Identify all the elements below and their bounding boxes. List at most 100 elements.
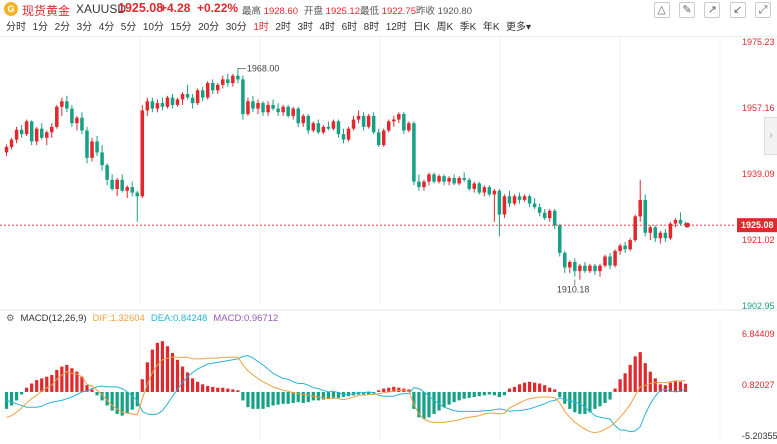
last-price-tag-text: 1925.08 [741,220,774,230]
macd-bar-95 [482,391,486,396]
tab-8[interactable]: 20分 [198,22,220,33]
tab-21[interactable]: 更多▾ [506,22,532,33]
macd-bar-23 [120,391,124,416]
macd-bar-100 [507,388,512,392]
tab-18[interactable]: 周K [436,22,454,33]
tab-16[interactable]: 12时 [385,22,407,33]
candle-body-85 [432,174,436,182]
chevron-right-icon[interactable]: › [764,117,777,155]
macd-bar-3 [19,391,24,395]
tab-20[interactable]: 年K [482,22,500,33]
macd-bar-26 [135,391,139,407]
macd-value-label: MACD:0.96712 [213,313,279,324]
macd-bar-21 [110,391,114,411]
tab-15[interactable]: 8时 [363,22,380,33]
tab-14[interactable]: 6时 [341,22,358,33]
candle-body-98 [497,190,502,215]
tab-4[interactable]: 4分 [98,22,115,33]
tab-1[interactable]: 1分 [32,22,49,33]
macd-bar-8 [45,376,49,392]
macd-bar-101 [512,386,517,392]
macd-bar-82 [417,391,421,418]
candle-body-51 [261,103,265,113]
trend-line-icon[interactable]: ↗ [704,2,721,18]
macd-bar-85 [432,391,436,414]
collapse-icon[interactable]: ↙ [729,2,746,18]
macd-bar-71 [361,391,366,395]
macd-bar-69 [351,391,356,396]
macd-bar-34 [175,359,180,392]
candle-body-39 [200,90,205,98]
macd-bar-80 [407,389,411,392]
candle-body-87 [442,176,446,182]
stat-open-value: 1925.12 [325,6,360,17]
macd-bar-110 [558,391,562,398]
macd-bar-97 [492,391,496,396]
tab-19[interactable]: 季K [459,22,477,33]
candle-body-0 [4,146,9,153]
macd-bar-55 [281,391,285,404]
pencil-icon[interactable]: ✎ [678,2,695,18]
candle-body-94 [477,183,482,193]
candle-body-52 [266,104,270,113]
candle-body-37 [190,97,195,104]
candle-body-113 [573,261,577,272]
macd-bar-29 [150,349,154,392]
macd-bar-15 [80,376,84,392]
macd-bar-65 [331,391,336,399]
candle-body-112 [568,261,572,268]
macd-bar-118 [598,391,602,407]
candle-body-1 [9,139,14,147]
last-price-dot [684,222,690,228]
tab-12[interactable]: 3时 [297,22,313,33]
candle-body-129 [653,227,658,239]
macd-bar-9 [50,375,54,392]
macd-bar-25 [130,391,134,410]
candle-body-134 [678,219,683,224]
tab-3[interactable]: 3分 [76,22,93,33]
tab-5[interactable]: 5分 [120,22,137,33]
tab-7[interactable]: 15分 [170,22,192,33]
tab-17[interactable]: 日K [413,22,430,33]
last-price-tag [737,218,777,233]
macd-bar-10 [55,369,59,392]
tab-10[interactable]: 1时 [253,22,269,33]
candle-body-127 [643,199,648,233]
tab-2[interactable]: 2分 [54,22,71,33]
macd-bar-1 [9,391,14,406]
candle-body-131 [663,232,668,239]
tab-0[interactable]: 分时 [6,22,26,33]
macd-bar-24 [125,391,129,414]
macd-bar-83 [422,391,426,420]
candle-body-116 [588,265,592,272]
candle-body-11 [60,101,64,107]
macd-bar-127 [643,363,647,392]
tab-9[interactable]: 30分 [225,22,247,33]
macd-bar-22 [115,391,119,414]
candle-body-66 [336,121,341,135]
macd-bar-131 [663,385,667,392]
candle-body-132 [668,223,673,239]
tab-11[interactable]: 2时 [275,22,291,33]
price-axis-tick-3: 1921.02 [742,235,775,245]
macd-bar-68 [346,391,351,397]
macd-settings-icon[interactable]: ⚙︎ [6,313,15,324]
macd-dif-label: DIF:1.32604 [92,313,145,324]
macd-bar-109 [553,389,557,392]
candle-body-32 [165,97,170,107]
macd-bar-52 [266,391,270,408]
candle-body-97 [492,190,497,195]
candle-body-25 [130,187,135,193]
fullscreen-icon[interactable]: ⤢ [755,2,771,18]
tab-13[interactable]: 4时 [319,22,336,33]
candle-body-54 [276,108,280,113]
macd-title[interactable]: MACD(12,26,9) [20,313,87,324]
instrument-name[interactable]: 现货黄金 [22,4,71,18]
drawing-tool-icon[interactable]: △ [653,2,670,18]
candle-body-111 [563,252,567,268]
macd-bar-106 [538,383,542,392]
candle-body-64 [326,126,331,129]
candle-body-35 [180,93,185,100]
tab-6[interactable]: 10分 [142,22,164,33]
macd-bar-126 [638,352,642,392]
